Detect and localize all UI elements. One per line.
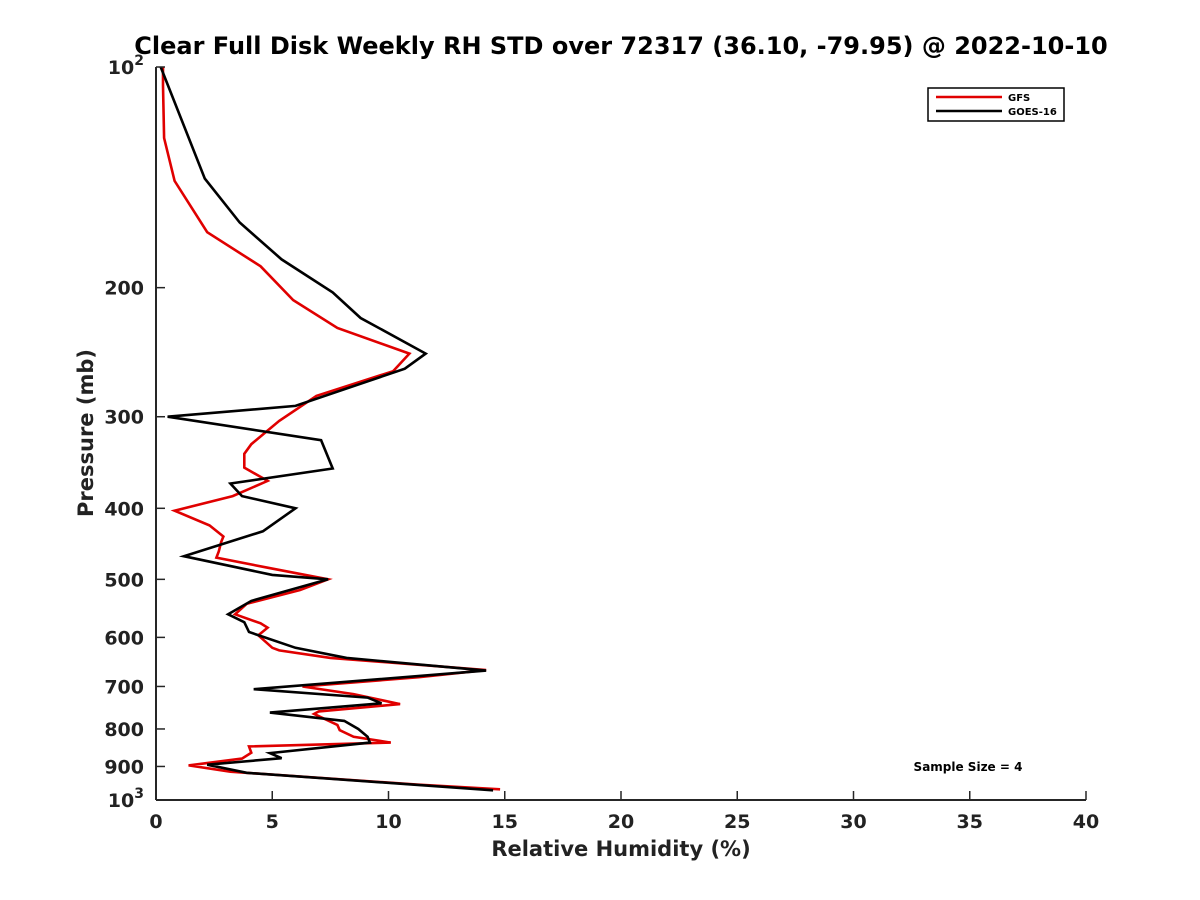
y-ticks: 102 200 300 400 500 600 700 800 900 103 <box>104 53 165 812</box>
x-axis-label: Relative Humidity (%) <box>491 837 750 861</box>
y-tick-label: 900 <box>104 756 144 778</box>
plot-area <box>159 66 501 792</box>
series-line-gfs <box>161 67 501 791</box>
sample-size-annotation: Sample Size = 4 <box>914 760 1023 774</box>
legend-label-goes16: GOES-16 <box>1008 107 1057 118</box>
x-tick-label: 40 <box>1073 811 1099 833</box>
x-ticks: 0 5 10 15 20 25 30 35 40 <box>149 791 1099 833</box>
y-tick-label: 102 <box>108 53 144 79</box>
x-tick-label: 30 <box>840 811 866 833</box>
legend-label-gfs: GFS <box>1008 93 1030 104</box>
y-tick-label: 200 <box>104 278 144 300</box>
x-tick-label: 20 <box>608 811 634 833</box>
y-tick-label: 300 <box>104 407 144 429</box>
y-tick-label: 400 <box>104 498 144 520</box>
y-tick-label: 500 <box>104 569 144 591</box>
legend: GFS GOES-16 <box>927 87 1065 122</box>
x-tick-label: 0 <box>149 811 162 833</box>
x-tick-label: 5 <box>266 811 279 833</box>
x-tick-label: 25 <box>724 811 750 833</box>
axes <box>155 67 1086 801</box>
chart-title: Clear Full Disk Weekly RH STD over 72317… <box>134 32 1107 60</box>
legend-box <box>927 87 1065 122</box>
series-line-goes16 <box>159 66 494 792</box>
x-tick-label: 15 <box>492 811 518 833</box>
y-tick-label: 800 <box>104 719 144 741</box>
y-tick-label: 103 <box>108 786 144 812</box>
x-tick-label: 35 <box>957 811 983 833</box>
y-tick-label: 700 <box>104 676 144 698</box>
x-tick-label: 10 <box>375 811 401 833</box>
y-tick-label: 600 <box>104 627 144 649</box>
y-axis-label: Pressure (mb) <box>74 349 98 517</box>
